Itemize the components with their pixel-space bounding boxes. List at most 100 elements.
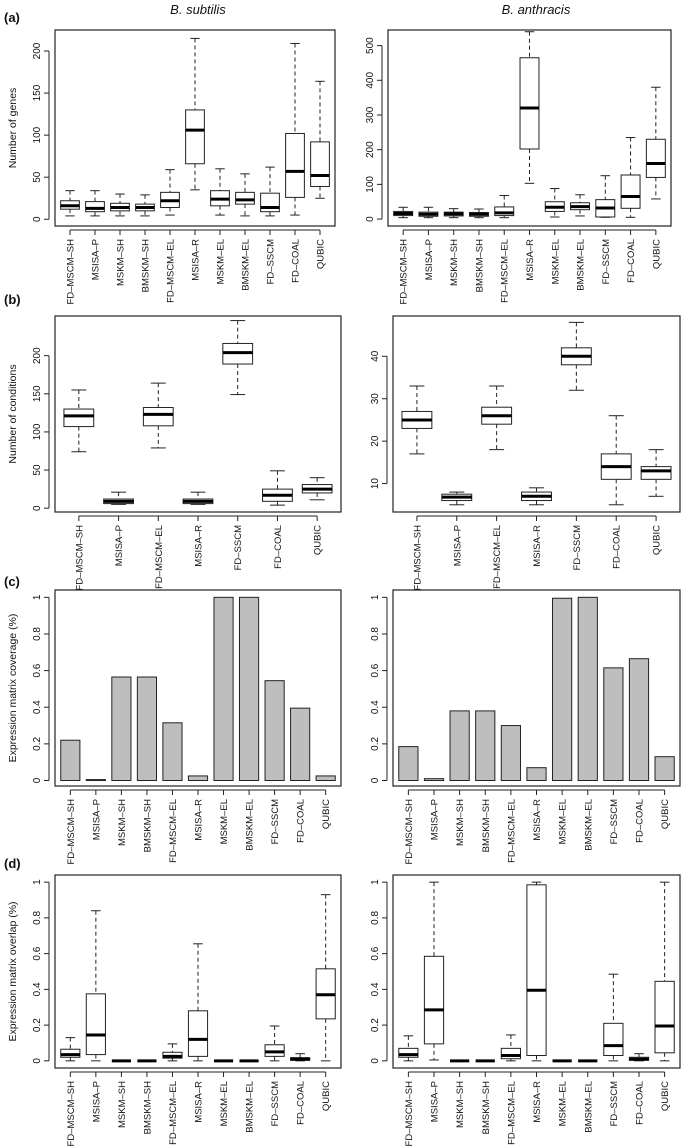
bar <box>187 775 209 782</box>
boxplot <box>290 1053 311 1062</box>
y-tick-label: 1 <box>370 879 381 885</box>
x-tick-label: MSISA–R <box>194 1081 205 1123</box>
box <box>423 955 445 1045</box>
bar <box>290 707 311 782</box>
bar <box>577 596 598 782</box>
x-tick-label: MSISA–R <box>191 239 202 281</box>
box <box>526 884 547 1056</box>
x-tick-label: MSKM–SH <box>116 239 127 286</box>
boxplot <box>654 881 675 1062</box>
bar <box>552 597 573 782</box>
x-tick-label: FD–MSCM–SH <box>66 239 77 305</box>
x-tick-label: MSKM–EL <box>558 799 569 844</box>
box <box>63 408 95 428</box>
boxplot <box>401 385 433 455</box>
boxplot <box>162 1043 183 1062</box>
x-tick-label: FD–SSCM <box>270 1081 281 1126</box>
panel-1: 0 100 200 300 400 500 FD–MSCM–SH MSISA–P MSKM–SH… <box>365 29 672 305</box>
x-tick-label: FD–COAL <box>296 1081 307 1125</box>
boxplot <box>103 491 134 505</box>
y-tick-label: 0 <box>32 777 43 783</box>
y-tick-label: 0.2 <box>32 736 43 750</box>
bar <box>213 596 234 782</box>
x-tick-label: QUBIC <box>660 799 671 829</box>
y-tick-label: 0.6 <box>370 946 381 960</box>
boxplot <box>160 169 180 216</box>
column-title-left: B. subtilis <box>170 2 226 17</box>
panels: (a)Number of genes050100150200FD–MSCM–SH… <box>4 10 681 1146</box>
box <box>142 407 174 427</box>
x-tick-label: QUBIC <box>313 525 324 555</box>
boxplot <box>494 194 515 219</box>
x-tick-label: FD–COAL <box>291 239 302 283</box>
box <box>235 191 255 205</box>
x-tick-label: FD–MSCM–EL <box>154 525 165 589</box>
x-tick-label: FD–MSCM–SH <box>399 239 410 305</box>
x-tick-label: QUBIC <box>652 525 663 555</box>
box <box>185 109 205 165</box>
box <box>645 138 666 178</box>
x-tick-label: MSISA–P <box>452 525 463 566</box>
x-tick-label: BMSKM–SH <box>474 239 485 292</box>
box <box>398 1047 419 1058</box>
plot-frame <box>392 315 681 513</box>
y-tick-label: 0.8 <box>370 627 381 641</box>
x-tick-label: FD–MSCM–EL <box>168 1081 179 1145</box>
boxplot <box>60 1037 81 1062</box>
bar <box>654 756 675 782</box>
boxplot <box>185 37 205 191</box>
x-tick-label: MSISA–P <box>91 239 102 280</box>
box <box>640 466 672 480</box>
x-tick-label: QUBIC <box>651 239 662 269</box>
bar <box>264 680 285 782</box>
x-tick-label: BMSKM–SH <box>481 1081 492 1134</box>
boxplot <box>640 449 672 497</box>
box <box>285 132 305 198</box>
boxplot <box>468 208 489 219</box>
y-tick-label: 0 <box>32 505 43 511</box>
boxplot <box>628 1053 650 1062</box>
x-tick-label: MSKM–EL <box>219 799 230 844</box>
y-tick-label: 200 <box>32 347 43 364</box>
y-tick-label: 0 <box>32 1058 43 1064</box>
boxplot <box>310 80 330 199</box>
y-tick-label: 0.8 <box>32 911 43 925</box>
x-tick-label: BMSKM–EL <box>245 799 256 851</box>
boxplot <box>481 385 513 451</box>
y-axis-label: Number of genes <box>7 88 19 169</box>
plot-frame <box>54 874 342 1069</box>
boxplot <box>63 389 95 453</box>
box <box>85 993 106 1056</box>
x-tick-label: FD–COAL <box>296 799 307 843</box>
y-tick-label: 300 <box>365 106 376 123</box>
boxplot <box>260 166 280 217</box>
box <box>654 980 675 1054</box>
y-tick-label: 1 <box>32 879 43 885</box>
panel-letter: (d) <box>4 856 21 871</box>
box <box>603 1022 624 1056</box>
x-tick-label: MSKM–SH <box>117 1081 128 1128</box>
x-tick-label: BMSKM–EL <box>245 1081 256 1133</box>
boxplot <box>210 168 230 216</box>
x-tick-label: MSISA–P <box>430 1081 441 1122</box>
boxplot <box>222 320 254 396</box>
x-tick-label: FD–SSCM <box>609 799 620 844</box>
boxplot <box>443 208 464 219</box>
x-tick-label: BMSKM–EL <box>583 1081 594 1133</box>
y-tick-label: 0.2 <box>370 1018 381 1032</box>
y-tick-label: 400 <box>365 72 376 89</box>
x-tick-label: MSKM–SH <box>455 799 466 846</box>
y-axis-label: Expression matrix overlap (%) <box>7 901 19 1041</box>
panel-6: (d) Expression matrix overlap (%) 0 0.2 0.4 0… <box>4 856 342 1146</box>
y-tick-label: 200 <box>32 42 43 59</box>
x-tick-label: FD–MSCM–EL <box>500 239 511 303</box>
x-tick-label: BMSKM–SH <box>142 799 153 852</box>
y-tick-label: 1 <box>370 594 381 600</box>
panel-3: 10 20 30 40 FD–MSCM–SH MSISA–P FD–MSCM–EL MSISA… <box>370 315 681 590</box>
box <box>519 57 540 150</box>
y-tick-label: 150 <box>32 84 43 101</box>
bar <box>398 746 419 782</box>
x-tick-label: MSISA–P <box>430 799 441 840</box>
x-tick-label: MSISA–P <box>91 1081 102 1122</box>
y-tick-label: 0.4 <box>370 700 381 714</box>
